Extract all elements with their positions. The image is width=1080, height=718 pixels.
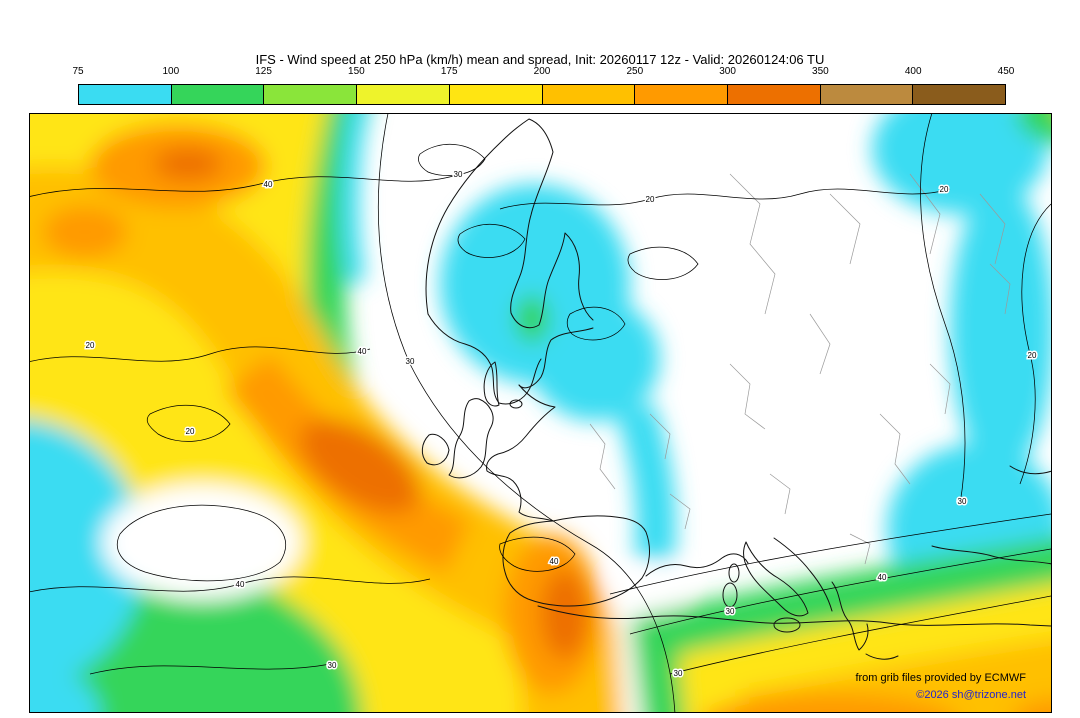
contour-label: 40	[358, 347, 367, 356]
colorbar-tick: 200	[533, 66, 551, 77]
contour-label: 40	[550, 557, 559, 566]
map-svg: 40 30 20 20 30 40 20 20 20 30 40 30 40 30 40 30	[30, 114, 1051, 712]
colorbar-segment	[263, 85, 357, 104]
spread-contours-layer	[30, 114, 1051, 712]
contour-label: 20	[186, 427, 195, 436]
contour-label: 30	[406, 357, 415, 366]
copyright-link[interactable]: ©2026 sh@trizone.net	[916, 689, 1026, 701]
contour-label: 30	[328, 661, 337, 670]
colorbar-tick: 400	[904, 66, 922, 77]
contour-label: 30	[726, 607, 735, 616]
map-canvas: 40 30 20 20 30 40 20 20 20 30 40 30 40 30 40 30 from gr…	[29, 113, 1052, 713]
colorbar-segment	[726, 85, 820, 104]
chart-title: IFS - Wind speed at 250 hPa (km/h) mean …	[255, 52, 825, 67]
colorbar-segment	[448, 85, 542, 104]
contour-label: 20	[86, 341, 95, 350]
colorbar-tick: 300	[719, 66, 736, 77]
credit-ecmwf: from grib files provided by ECMWF	[855, 672, 1026, 684]
colorbar-segment	[912, 85, 1006, 104]
colorbar	[78, 84, 1006, 105]
colorbar-tick: 450	[997, 66, 1015, 77]
coastlines-layer	[421, 118, 1051, 660]
contour-label: 40	[878, 573, 887, 582]
contour-label: 30	[958, 497, 967, 506]
wind-field-layer	[30, 114, 1051, 712]
colorbar-tick: 350	[812, 66, 829, 77]
colorbar-tick: 75	[72, 66, 84, 77]
colorbar-segment	[634, 85, 727, 104]
contour-label: 20	[1028, 351, 1037, 360]
colorbar-segment	[819, 85, 913, 104]
contour-label: 30	[674, 669, 683, 678]
borders-layer	[589, 173, 1011, 565]
colorbar-segment	[356, 85, 449, 104]
contour-label: 30	[454, 170, 463, 179]
contour-labels-layer: 40 30 20 20 30 40 20 20 20 30 40 30 40 30 40 30	[84, 169, 1038, 680]
contour-label: 20	[646, 195, 655, 204]
colorbar-ticks: 75 100 125 150 175 200 250 300 350 400 450	[72, 66, 1014, 80]
colorbar-tick: 250	[626, 66, 644, 77]
colorbar-segment	[541, 85, 635, 104]
colorbar-tick: 100	[162, 66, 180, 77]
contour-label: 40	[236, 580, 245, 589]
colorbar-segment	[170, 85, 264, 104]
contour-label: 40	[264, 180, 273, 189]
colorbar-segment	[79, 85, 171, 104]
contour-label: 20	[940, 185, 949, 194]
colorbar-tick: 125	[255, 66, 272, 77]
colorbar-tick: 150	[348, 66, 365, 77]
colorbar-tick: 175	[440, 66, 458, 77]
